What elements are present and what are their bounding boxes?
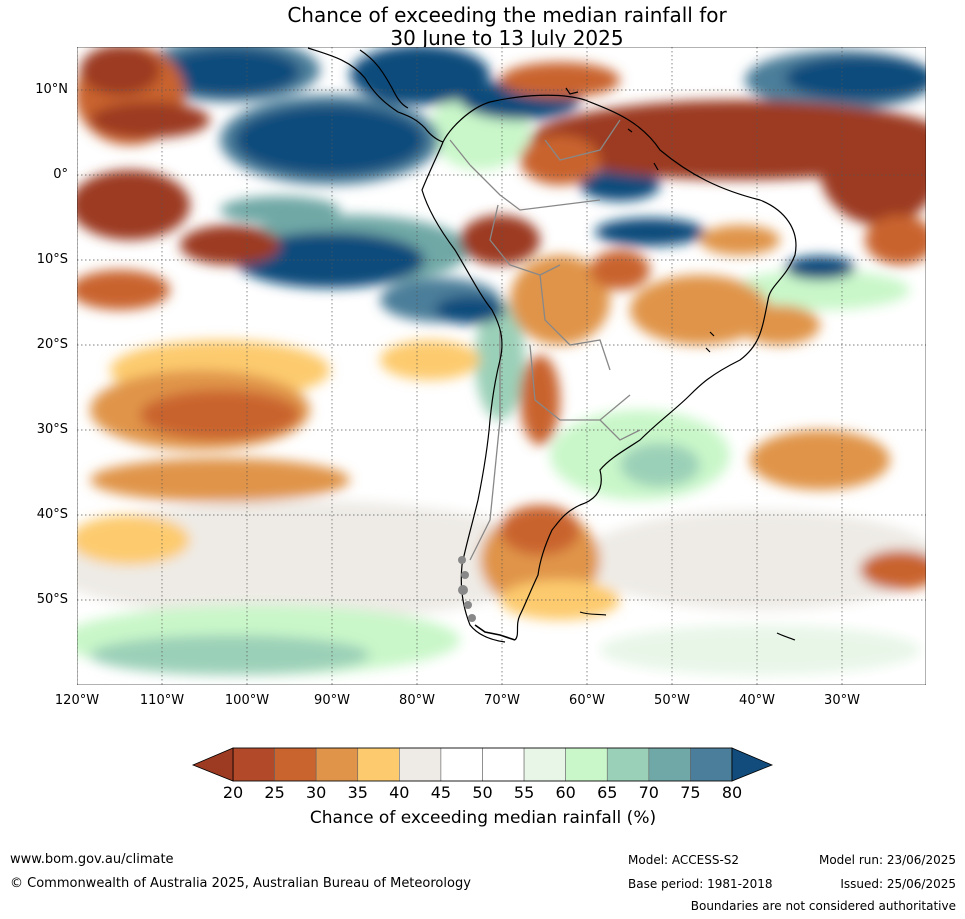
footer-issued: Issued: 25/06/2025 [840, 877, 956, 891]
colorbar-cells [232, 747, 733, 782]
colorbar-tick: 55 [513, 783, 535, 802]
title-line-1: Chance of exceeding the median rainfall … [287, 3, 727, 27]
colorbar-cell [606, 747, 650, 782]
footer-disclaimer: Boundaries are not considered authoritat… [690, 899, 956, 913]
country-borders [449, 119, 641, 561]
colorbar-tick: 35 [347, 783, 368, 802]
colorbar-tick: 50 [472, 783, 493, 802]
colorbar-tick: 60 [555, 783, 576, 802]
lon-label-120w: 120°W [54, 693, 100, 708]
lon-label-70w: 70°W [484, 693, 520, 708]
rainfall-field [77, 47, 926, 675]
lon-label-30w: 30°W [824, 693, 860, 708]
lon-label-50w: 50°W [654, 693, 690, 708]
colorbar-cell [565, 747, 608, 782]
footer-copyright: © Commonwealth of Australia 2025, Austra… [10, 876, 471, 891]
colorbar-tick: 40 [389, 783, 410, 802]
colorbar-tick: 65 [597, 783, 618, 802]
lat-label-20s: 20°S [36, 337, 68, 352]
colorbar [191, 747, 774, 782]
lat-label-50s: 50°S [36, 592, 68, 607]
lon-label-60w: 60°W [569, 693, 605, 708]
map-frame [77, 47, 926, 685]
lat-label-10n: 10°N [35, 82, 68, 97]
colorbar-high-arrow [731, 747, 774, 782]
colorbar-tick: 45 [430, 783, 452, 802]
lon-label-40w: 40°W [739, 693, 775, 708]
lon-label-90w: 90°W [314, 693, 350, 708]
lon-label-110w: 110°W [139, 693, 185, 708]
lat-label-10s: 10°S [36, 252, 68, 267]
colorbar-cell [648, 747, 691, 782]
lat-label-30s: 30°S [36, 422, 68, 437]
colorbar-tick: 30 [306, 783, 327, 802]
colorbar-cell [357, 747, 400, 782]
colorbar-label: Chance of exceeding median rainfall (%) [309, 808, 657, 828]
colorbar-tick: 80 [721, 783, 743, 802]
lat-label-40s: 40°S [36, 507, 68, 522]
lon-label-100w: 100°W [224, 693, 270, 708]
colorbar-cell [482, 747, 525, 782]
footer-website: www.bom.gov.au/climate [10, 852, 174, 867]
lon-label-80w: 80°W [399, 693, 435, 708]
colorbar-low-arrow [191, 747, 234, 782]
colorbar-tick: 20 [222, 783, 244, 802]
colorbar-cell [315, 747, 359, 782]
map-title: Chance of exceeding the median rainfall … [0, 4, 965, 50]
lat-label-0: 0° [53, 167, 68, 182]
colorbar-tick: 70 [638, 783, 659, 802]
colorbar-tick: 75 [680, 783, 701, 802]
footer-model: Model: ACCESS-S2 [628, 853, 740, 867]
colorbar-cell [690, 747, 733, 782]
colorbar-cell [274, 747, 317, 782]
colorbar-cell [232, 747, 275, 782]
footer-base-period: Base period: 1981-2018 [628, 877, 773, 891]
title-line-2: 30 June to 13 July 2025 [390, 26, 624, 50]
chile-archipelago [458, 556, 476, 622]
colorbar-tick: 25 [264, 783, 285, 802]
footer-model-run: Model run: 23/06/2025 [818, 853, 956, 867]
colorbar-cell [399, 747, 442, 782]
colorbar-cell [523, 747, 566, 782]
colorbar-cell [440, 747, 483, 782]
